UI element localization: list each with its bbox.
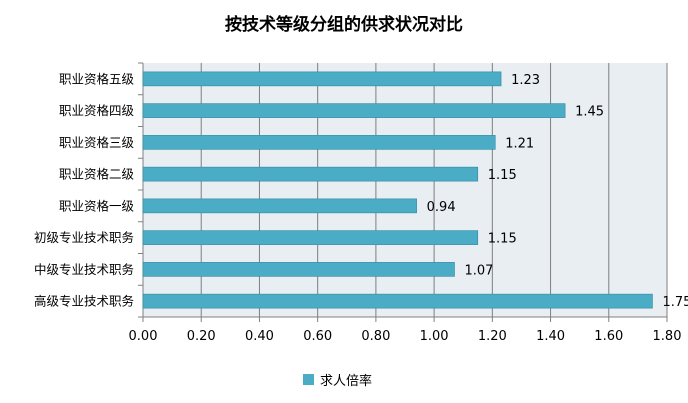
legend-label: 求人倍率 xyxy=(320,373,372,389)
bar xyxy=(142,262,455,277)
data-label: 1.21 xyxy=(505,136,534,151)
bar xyxy=(142,71,502,87)
category-label: 初级专业技术职务 xyxy=(34,230,134,245)
category-label: 职业资格四级 xyxy=(59,103,135,118)
data-label: 1.23 xyxy=(511,73,540,88)
x-tick-label: 1.80 xyxy=(653,329,682,344)
category-label: 职业资格五级 xyxy=(59,71,135,86)
bar xyxy=(142,293,653,309)
x-tick-label: 0.60 xyxy=(303,329,332,344)
chart-title: 按技术等级分组的供求状况对比 xyxy=(225,14,463,35)
legend: 求人倍率 xyxy=(303,373,372,389)
x-tick-label: 1.40 xyxy=(536,329,565,344)
x-tick-label: 0.40 xyxy=(245,329,274,344)
data-label: 1.45 xyxy=(575,105,604,120)
bar xyxy=(142,135,496,150)
bar xyxy=(142,198,417,214)
bar xyxy=(142,103,566,118)
bar xyxy=(142,230,479,245)
x-tick-label: 1.00 xyxy=(420,329,449,344)
bar xyxy=(142,166,479,182)
category-label: 职业资格二级 xyxy=(59,167,135,182)
data-label: 1.15 xyxy=(488,168,517,183)
data-label: 1.15 xyxy=(488,232,517,247)
data-label: 1.75 xyxy=(662,295,688,310)
plot-area: 0.00 0.20 0.40 0.60 0.80 1.00 1.20 1.40 1.60 1.80… xyxy=(34,62,688,344)
category-label: 高级专业技术职务 xyxy=(34,294,134,309)
x-tick-label: 0.20 xyxy=(187,329,216,344)
category-label: 职业资格一级 xyxy=(59,198,135,213)
x-tick-label: 0.00 xyxy=(129,329,158,344)
plot-background xyxy=(143,63,667,317)
category-label: 中级专业技术职务 xyxy=(34,262,134,277)
legend-swatch xyxy=(303,374,314,385)
data-label: 0.94 xyxy=(427,200,456,215)
x-tick-label: 1.20 xyxy=(478,329,507,344)
data-label: 1.07 xyxy=(464,263,493,278)
category-label: 职业资格三级 xyxy=(59,135,135,150)
x-tick-label: 1.60 xyxy=(594,329,623,344)
x-tick-label: 0.80 xyxy=(361,329,390,344)
